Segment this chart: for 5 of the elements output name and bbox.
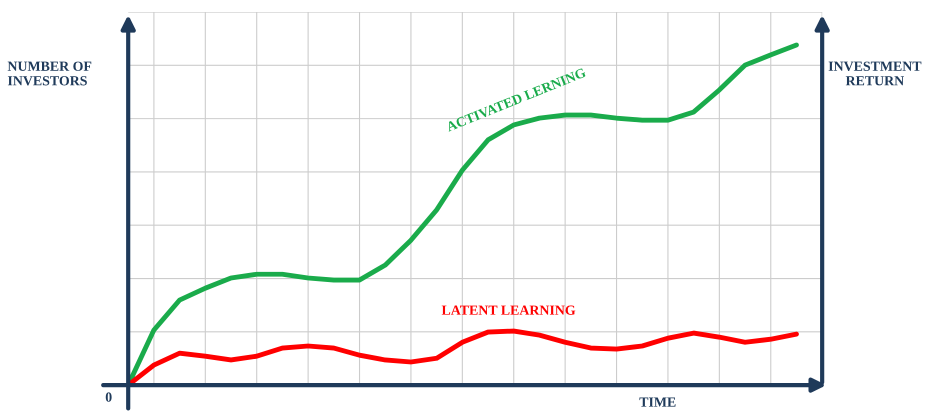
series-label: LATENT LEARNING xyxy=(442,305,576,315)
y2-axis-title: INVESTMENT RETURN xyxy=(828,62,922,86)
x-axis-title: TIME xyxy=(639,398,676,407)
y-axis-title: NUMBER OF INVESTORS xyxy=(8,62,92,86)
text: 0 xyxy=(106,392,112,402)
